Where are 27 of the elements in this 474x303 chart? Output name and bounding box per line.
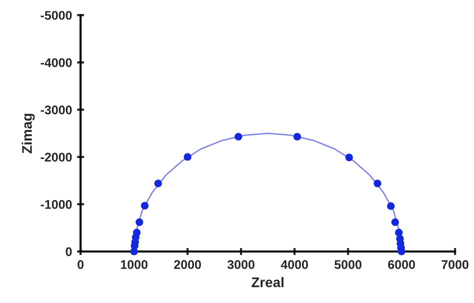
y-axis-title: Zimag bbox=[22, 114, 35, 154]
y-tick-label: -3000 bbox=[40, 105, 72, 114]
x-tick-label: 3000 bbox=[227, 260, 254, 270]
point bbox=[132, 228, 141, 236]
point bbox=[391, 218, 399, 226]
y-tick-label: 0 bbox=[66, 247, 72, 256]
x-tick-label: 6000 bbox=[388, 260, 415, 270]
point bbox=[140, 202, 149, 210]
x-tick-label: 0 bbox=[78, 260, 84, 270]
x-tick-label: 4000 bbox=[280, 260, 308, 270]
x-tick-label: 2000 bbox=[174, 260, 201, 270]
point bbox=[293, 132, 302, 140]
point bbox=[387, 202, 395, 210]
x-tick-label: 5000 bbox=[334, 260, 362, 270]
y-tick-label: -2000 bbox=[40, 152, 72, 162]
x-axis-title: Zreal bbox=[252, 277, 284, 288]
x-tick-label: 1000 bbox=[120, 260, 148, 270]
point bbox=[184, 153, 192, 161]
point bbox=[234, 132, 242, 140]
point bbox=[136, 218, 144, 226]
y-tick-label: -1000 bbox=[40, 200, 72, 209]
x-tick-label: 7000 bbox=[442, 260, 468, 270]
point bbox=[154, 180, 162, 188]
y-tick-label: -5000 bbox=[40, 10, 72, 20]
y-tick-label: -4000 bbox=[40, 58, 72, 68]
point bbox=[345, 154, 353, 162]
point bbox=[374, 180, 382, 188]
